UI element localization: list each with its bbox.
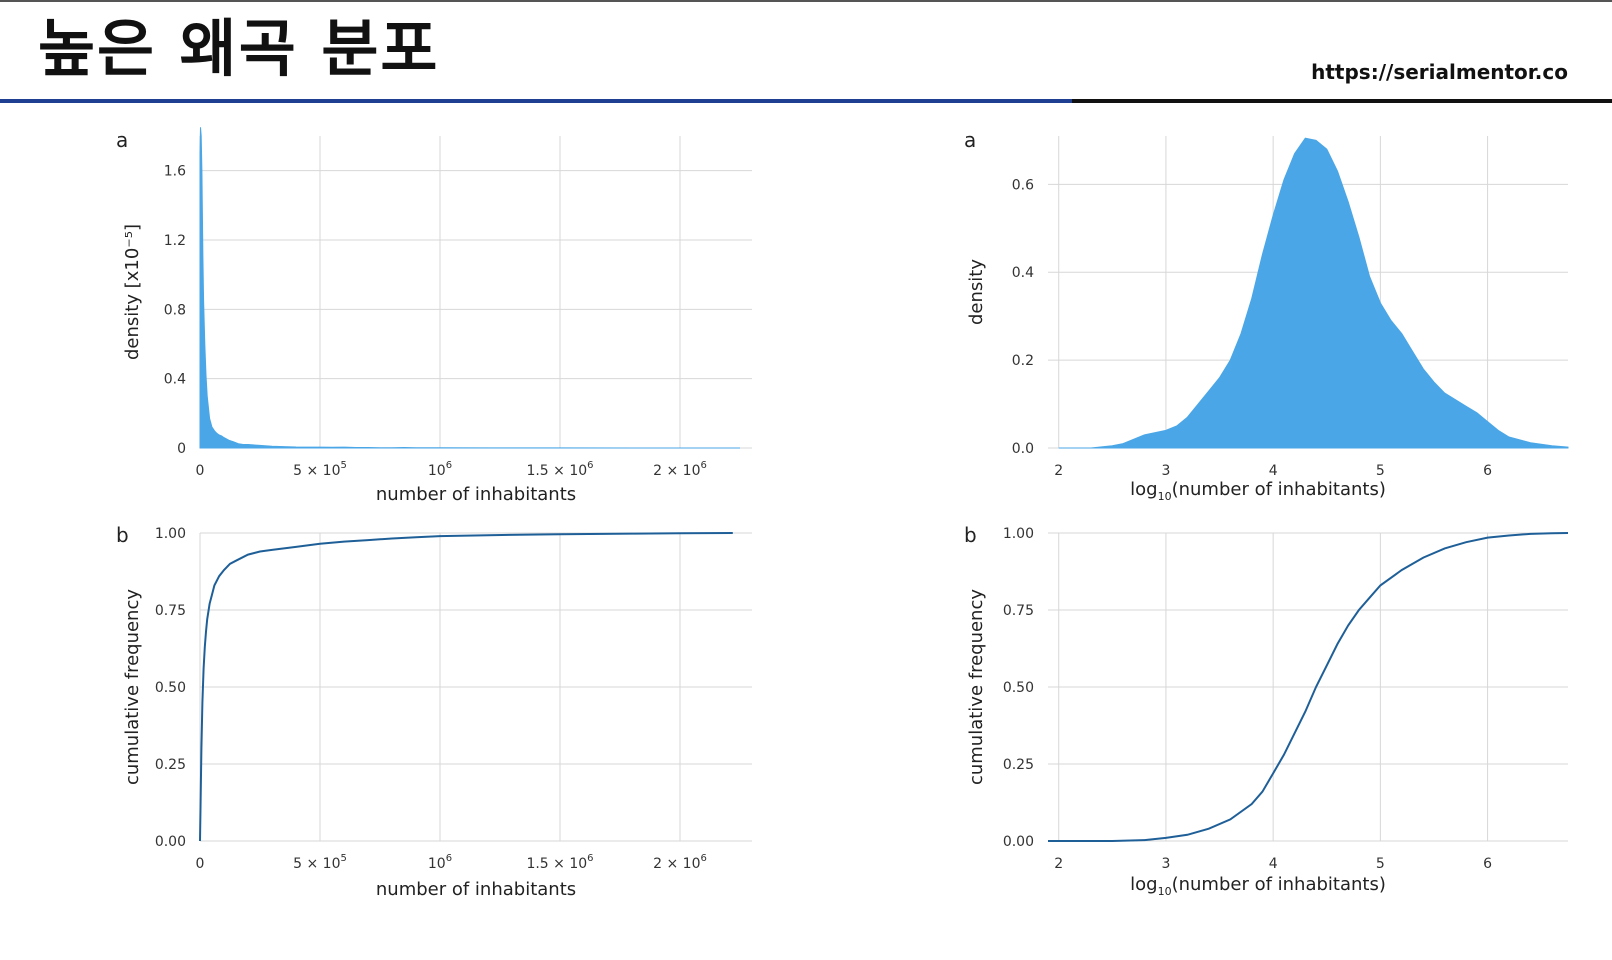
log-cdf-xlabel-base: 10 — [1158, 885, 1172, 898]
linear-density-ytick-label: 0.8 — [164, 302, 186, 318]
linear-density-ylabel: density [x10⁻⁵] — [122, 224, 143, 360]
linear-cdf-xtick-label: 2 × 106 — [653, 853, 707, 872]
log-cdf-line — [1048, 532, 1569, 842]
linear-density-xtick-label: 106 — [428, 460, 452, 479]
log-cdf-xtick-label: 3 — [1161, 856, 1170, 872]
log-density-panel: 0.0 0.2 0.4 0.6 2 3 4 5 6 a density log10(number of… — [964, 128, 1569, 503]
linear-cdf-ytick-label: 0.75 — [155, 603, 186, 619]
log-cdf-xlabel-arg: (number of inhabitants) — [1172, 874, 1386, 895]
log-density-xlabel: log10(number of inhabitants) — [1130, 479, 1386, 503]
linear-density-xtick-label: 1.5 × 106 — [526, 460, 593, 479]
linear-density-ytick-label: 1.6 — [164, 164, 186, 180]
linear-cdf-xtick-label: 106 — [428, 853, 452, 872]
log-cdf-xtick-label: 5 — [1376, 856, 1385, 872]
log-density-ytick-label: 0.2 — [1012, 353, 1034, 369]
source-url: https://serialmentor.co — [1311, 60, 1568, 84]
log-density-ytick-label: 0.4 — [1012, 265, 1034, 281]
log-density-xlabel-arg: (number of inhabitants) — [1172, 479, 1386, 500]
log-density-area — [1058, 137, 1569, 449]
linear-density-xlabel: number of inhabitants — [376, 484, 576, 505]
linear-density-xtick-label: 0 — [196, 463, 205, 479]
log-density-ytick-label: 0.0 — [1012, 441, 1034, 457]
linear-cdf-xlabel: number of inhabitants — [376, 879, 576, 900]
log-cdf-panel: 0.00 0.25 0.50 0.75 1.00 2 3 4 5 6 b cumulative fre… — [964, 523, 1569, 898]
linear-density-xtick-exp: 6 — [587, 460, 593, 471]
log-cdf-ytick-label: 0.75 — [1003, 603, 1034, 619]
linear-density-panel: 00.40.81.21.60 5 × 105 106 1.5 × 106 2 × 106… — [116, 127, 752, 505]
linear-density-ytick-label: 0 — [177, 441, 186, 457]
log-density-ytick-label: 0.6 — [1012, 177, 1034, 193]
log-density-xlabel-log: log — [1130, 479, 1157, 500]
log-cdf-ylabel: cumulative frequency — [966, 589, 987, 785]
log-cdf-ytick-label: 0.00 — [1003, 834, 1034, 850]
linear-density-area — [199, 127, 740, 449]
log-cdf-ytick-label: 0.50 — [1003, 680, 1034, 696]
linear-cdf-xtick-exp: 6 — [446, 853, 452, 864]
linear-density-xtick-exp: 6 — [446, 460, 452, 471]
linear-cdf-xtick-exp: 6 — [700, 853, 706, 864]
linear-density-xtick-base: 10 — [428, 463, 446, 479]
linear-cdf-xtick-base: 0 — [196, 856, 205, 872]
linear-density-ytick-label: 0.4 — [164, 372, 186, 388]
log-cdf-ytick-label: 0.25 — [1003, 757, 1034, 773]
top-border — [0, 0, 1612, 2]
log-cdf-xtick-label: 2 — [1054, 856, 1063, 872]
title-rule-blue — [0, 99, 1072, 103]
linear-density-xtick-exp: 5 — [340, 460, 346, 471]
linear-cdf-xtick-base: 2 × 10 — [653, 856, 700, 872]
linear-density-xtick-base: 5 × 10 — [293, 463, 340, 479]
linear-cdf-panel: 0.000.250.500.751.000 5 × 105 106 1.5 × 106… — [116, 523, 752, 900]
slide-title: 높은 왜곡 분포 — [38, 12, 440, 85]
linear-cdf-ytick-label: 0.25 — [155, 757, 186, 773]
linear-cdf-ytick-label: 0.00 — [155, 834, 186, 850]
log-cdf-xtick-label: 6 — [1483, 856, 1492, 872]
linear-density-xtick-label: 5 × 105 — [293, 460, 347, 479]
linear-cdf-ytick-label: 1.00 — [155, 526, 186, 542]
linear-cdf-xtick-label: 5 × 105 — [293, 853, 347, 872]
linear-cdf-panel-tag: b — [116, 523, 129, 547]
linear-cdf-xtick-exp: 6 — [587, 853, 593, 864]
log-density-xtick-label: 6 — [1483, 463, 1492, 479]
linear-density-xtick-label: 2 × 106 — [653, 460, 707, 479]
log-density-xtick-label: 4 — [1269, 463, 1278, 479]
linear-cdf-ytick-label: 0.50 — [155, 680, 186, 696]
linear-density-xtick-base: 2 × 10 — [653, 463, 700, 479]
log-cdf-xtick-label: 4 — [1269, 856, 1278, 872]
linear-density-panel-tag: a — [116, 128, 128, 152]
linear-cdf-xtick-base: 5 × 10 — [293, 856, 340, 872]
log-density-xtick-label: 5 — [1376, 463, 1385, 479]
linear-cdf-xtick-base: 10 — [428, 856, 446, 872]
linear-cdf-xtick-label: 1.5 × 106 — [526, 853, 593, 872]
linear-cdf-ylabel: cumulative frequency — [122, 589, 143, 785]
log-cdf-ytick-label: 1.00 — [1003, 526, 1034, 542]
log-density-panel-tag: a — [964, 128, 976, 152]
linear-density-xtick-base: 0 — [196, 463, 205, 479]
linear-cdf-xtick-exp: 5 — [340, 853, 346, 864]
linear-cdf-xtick-label: 0 — [196, 856, 205, 872]
title-rule-black — [1072, 99, 1612, 103]
log-density-xtick-label: 3 — [1161, 463, 1170, 479]
log-density-xlabel-base: 10 — [1158, 490, 1172, 503]
linear-cdf-line — [199, 532, 733, 842]
linear-density-xtick-base: 1.5 × 10 — [526, 463, 587, 479]
log-density-xtick-label: 2 — [1054, 463, 1063, 479]
log-density-ylabel: density — [966, 259, 987, 325]
log-cdf-xlabel: log10(number of inhabitants) — [1130, 874, 1386, 898]
linear-density-xtick-exp: 6 — [700, 460, 706, 471]
linear-density-ytick-label: 1.2 — [164, 233, 186, 249]
linear-cdf-xtick-base: 1.5 × 10 — [526, 856, 587, 872]
log-cdf-panel-tag: b — [964, 523, 977, 547]
log-cdf-xlabel-log: log — [1130, 874, 1157, 895]
